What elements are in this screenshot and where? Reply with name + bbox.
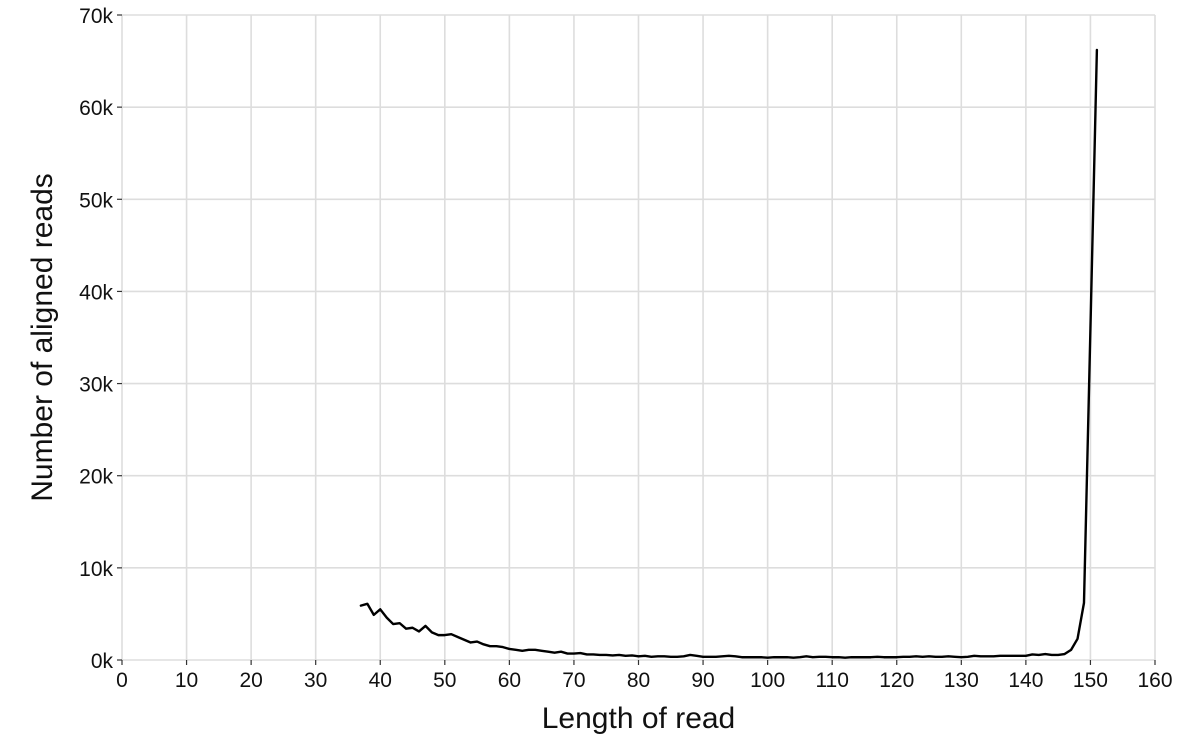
x-tick-label: 60 — [498, 669, 521, 692]
x-tick-label: 160 — [1137, 669, 1172, 692]
tick-marks — [117, 14, 1156, 665]
x-tick-label: 40 — [369, 669, 392, 692]
y-tick-label: 60k — [79, 97, 113, 120]
x-tick-label: 20 — [239, 669, 262, 692]
x-tick-label: 150 — [1073, 669, 1108, 692]
series-line — [359, 48, 1099, 659]
y-tick-label: 20k — [79, 466, 113, 489]
x-tick-labels: 0 10 20 30 40 50 60 70 80 90 100 110 120 130 140 150 160 — [116, 669, 1172, 692]
x-tick-label: 90 — [691, 669, 714, 692]
x-tick-label: 130 — [944, 669, 979, 692]
y-tick-label: 10k — [79, 558, 113, 581]
x-tick-label: 120 — [879, 669, 914, 692]
x-axis-title: Length of read — [542, 702, 736, 735]
x-tick-label: 140 — [1008, 669, 1043, 692]
y-tick-label: 30k — [79, 374, 113, 397]
x-tick-label: 110 — [815, 669, 848, 692]
y-tick-label: 40k — [79, 281, 113, 304]
y-tick-label: 50k — [79, 189, 113, 212]
y-axis-title: Number of aligned reads — [26, 173, 59, 502]
x-tick-label: 80 — [627, 669, 650, 692]
x-tick-label: 10 — [175, 669, 198, 692]
y-tick-label: 70k — [79, 5, 113, 28]
x-tick-label: 50 — [433, 669, 456, 692]
x-tick-label: 100 — [750, 669, 785, 692]
x-tick-label: 0 — [116, 669, 128, 692]
x-tick-label: 70 — [562, 669, 585, 692]
y-tick-labels: 0k 10k 20k 30k 40k 50k 60k 70k — [79, 5, 113, 673]
x-tick-label: 30 — [304, 669, 327, 692]
y-tick-label: 0k — [91, 650, 114, 673]
